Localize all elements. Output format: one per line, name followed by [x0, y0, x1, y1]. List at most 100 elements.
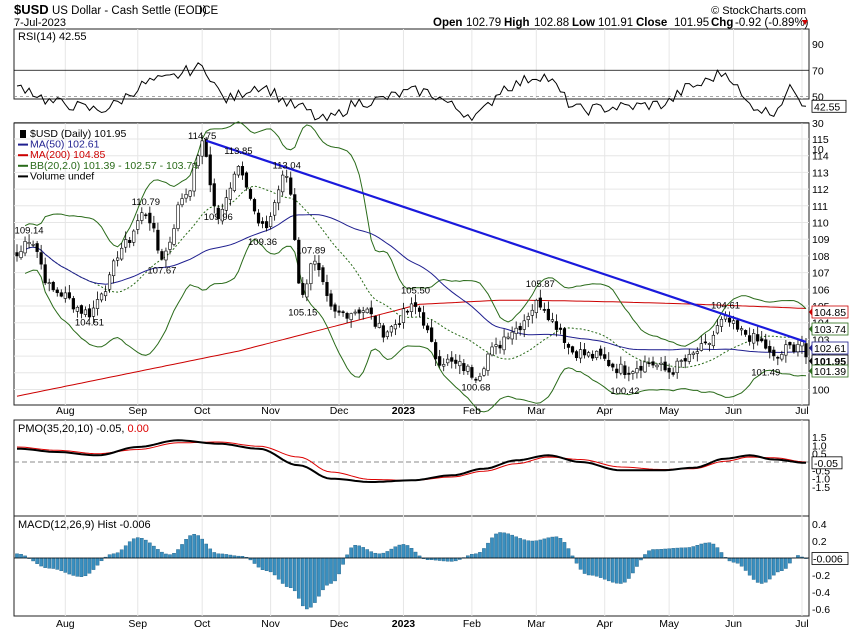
macd-hist-bar: [788, 557, 792, 564]
price-plot: 109.14 104.51 110.79 107.67 114.75 109.96 113.…: [15, 121, 808, 413]
candle-body: [784, 344, 788, 356]
candle-body: [683, 358, 687, 362]
month-label: Jul: [795, 405, 808, 417]
candle-body: [273, 202, 277, 216]
macd-hist-bar: [123, 545, 128, 559]
macd-hist-bar: [127, 541, 132, 559]
candle-body: [55, 289, 59, 294]
candle-body: [478, 375, 482, 381]
candle-body: [317, 262, 321, 271]
low-label: Low: [572, 17, 595, 29]
macd-hist-bar: [59, 557, 64, 572]
candle-body: [168, 241, 172, 250]
candle-body: [313, 260, 317, 265]
candle-body: [554, 321, 559, 330]
price-annotation: 113.85: [224, 146, 252, 157]
macd-hist-bar: [784, 557, 788, 569]
macd-hist-bar: [272, 557, 277, 576]
candle-body: [184, 194, 188, 199]
macd-hist-bar: [413, 551, 418, 559]
candle-body: [514, 327, 518, 334]
macd-hist-bar: [349, 547, 353, 559]
candle-body: [655, 364, 659, 368]
candle-body: [699, 343, 703, 351]
macd-hist-bar: [687, 547, 692, 559]
candle-body: [95, 299, 100, 309]
candle-body: [695, 351, 699, 354]
macd-hist-bar: [514, 536, 518, 559]
candle-body: [23, 241, 27, 254]
candle-body: [619, 363, 623, 374]
candle-body: [260, 221, 265, 224]
macd-hist-bar: [441, 557, 446, 562]
candle-body: [277, 189, 281, 204]
month-label: Jul: [795, 618, 808, 630]
macd-hist-bar: [401, 544, 406, 559]
candle-body: [132, 230, 136, 243]
macd-hist-bar: [586, 557, 591, 576]
rsi-tick-label: 30: [812, 118, 824, 130]
candle-body: [623, 365, 627, 375]
candle-body: [530, 309, 534, 316]
macd-hist-bar: [305, 557, 309, 610]
macd-hist-bar: [325, 557, 329, 586]
macd-hist-bar: [168, 554, 172, 559]
candle-body: [377, 322, 381, 328]
price-tick-label: 108: [812, 251, 830, 263]
macd-hist-bar: [578, 557, 583, 570]
macd-hist-bar: [474, 553, 478, 559]
candle-body: [71, 298, 75, 310]
candle-body: [43, 264, 47, 284]
macd-hist-bar: [341, 557, 345, 565]
candle-body: [627, 372, 631, 375]
candle-body: [663, 361, 667, 371]
price-annotation: 107.89: [296, 246, 325, 257]
macd-hist-bar: [739, 557, 744, 567]
candle-body: [369, 307, 373, 315]
macd-hist-bar: [35, 557, 39, 564]
pmo-panel: [13, 419, 810, 517]
candle-body: [691, 352, 695, 355]
pmo-legend-signal: 0.00: [127, 423, 148, 435]
pmo-tick-label: 1.5: [812, 432, 827, 444]
candle-body: [63, 292, 67, 299]
macd-hist-bar: [381, 552, 386, 559]
candle-body: [792, 344, 796, 352]
macd-hist-bar: [393, 546, 398, 559]
macd-hist-bar: [337, 557, 341, 575]
macd-hist-bar: [409, 548, 414, 559]
macd-hist-bar: [494, 533, 498, 559]
macd-hist-bar: [397, 544, 402, 559]
macd-hist-bar: [184, 539, 188, 559]
candle-body: [228, 187, 232, 200]
candle-body: [719, 319, 724, 327]
candle-body: [83, 309, 88, 315]
candle-body: [345, 313, 349, 319]
chart-date: 7-Jul-2023: [14, 17, 66, 29]
candle-body: [486, 353, 490, 371]
month-label: Sep: [128, 618, 147, 630]
month-label: Mar: [527, 618, 546, 630]
macd-hist-bar: [321, 557, 325, 591]
macd-tick-label: -0.6: [812, 604, 830, 616]
candle-body: [711, 334, 716, 347]
high-value: 102.88: [534, 17, 569, 29]
macd-hist-bar: [313, 557, 317, 603]
candle-body: [152, 222, 156, 229]
rsi-last-label: 42.55: [814, 101, 840, 113]
macd-hist-bar: [357, 545, 361, 559]
candle-body: [401, 308, 406, 323]
candle-body: [180, 198, 184, 206]
macd-hist-bar: [478, 552, 482, 559]
candle-body: [385, 331, 389, 337]
macd-hist-bar: [610, 557, 615, 583]
candle-body: [498, 344, 502, 349]
price-legend-item: BB(20,2.0) 101.39 - 102.57 - 103.74: [30, 160, 198, 172]
rsi-tick-label: 10: [812, 144, 824, 156]
macd-hist-bar: [623, 557, 627, 583]
macd-hist-bar: [631, 557, 635, 574]
macd-tick-label: -0.2: [812, 570, 830, 582]
macd-hist-bar: [47, 557, 52, 569]
candle-body: [357, 309, 361, 314]
